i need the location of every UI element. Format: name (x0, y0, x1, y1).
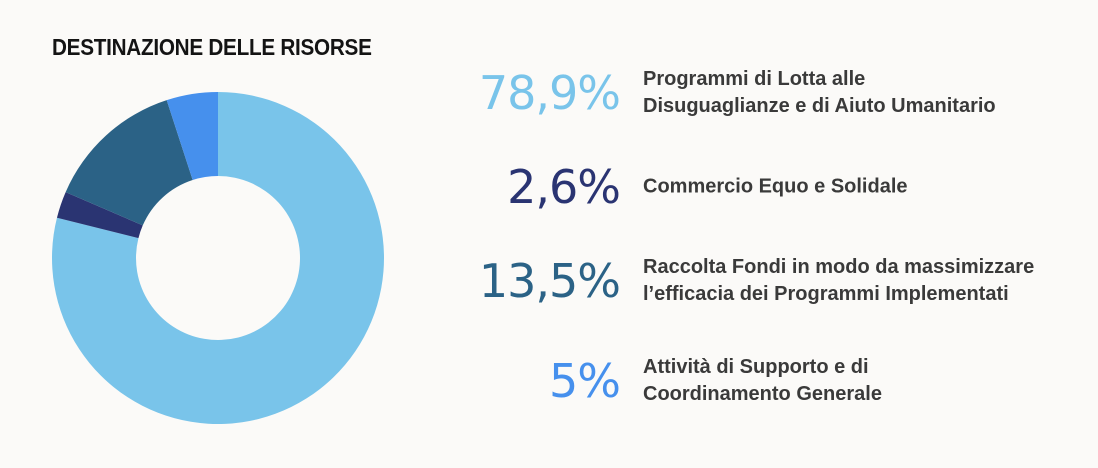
legend-row: 78,9% Programmi di Lotta alle Disuguaglian… (450, 53, 1090, 133)
donut-slice-1 (56, 192, 143, 239)
legend-row: 13,5% Raccolta Fondi in modo da massimizz… (450, 241, 1090, 321)
legend-description: Commercio Equo e Solidale (643, 174, 908, 201)
legend-description-line: Commercio Equo e Solidale (643, 175, 908, 198)
legend-description-line: Programmi di Lotta alle (643, 68, 866, 90)
legend-description: Raccolta Fondi in modo da massimizzare l’… (643, 254, 1034, 308)
donut-chart (52, 92, 384, 425)
legend-row: 2,6% Commercio Equo e Solidale (450, 147, 1090, 227)
legend-description-line: Attività di Supporto e di (643, 356, 869, 378)
donut-slice-0 (52, 92, 384, 425)
legend-percentage: 13,5% (478, 254, 621, 308)
legend-description-line: l’efficacia dei Programmi Implementati (643, 283, 1009, 305)
legend-description-line: Coordinamento Generale (643, 383, 882, 405)
donut-slice-2 (65, 100, 193, 226)
legend-percentage: 78,9% (478, 66, 621, 120)
legend-percentage: 5% (549, 354, 621, 408)
legend-description: Programmi di Lotta alle Disuguaglianze e … (643, 66, 996, 120)
legend-row: 5% Attività di Supporto e di Coordinamento… (450, 341, 1090, 421)
legend-description: Attività di Supporto e di Coordinamento G… (643, 354, 882, 408)
legend-percentage: 2,6% (507, 160, 621, 214)
donut-slice-3 (166, 92, 218, 181)
legend-description-line: Raccolta Fondi in modo da massimizzare (643, 256, 1035, 278)
legend-description-line: Disuguaglianze e di Aiuto Umanitario (643, 95, 996, 117)
chart-title: DESTINAZIONE DELLE RISORSE (52, 34, 372, 60)
